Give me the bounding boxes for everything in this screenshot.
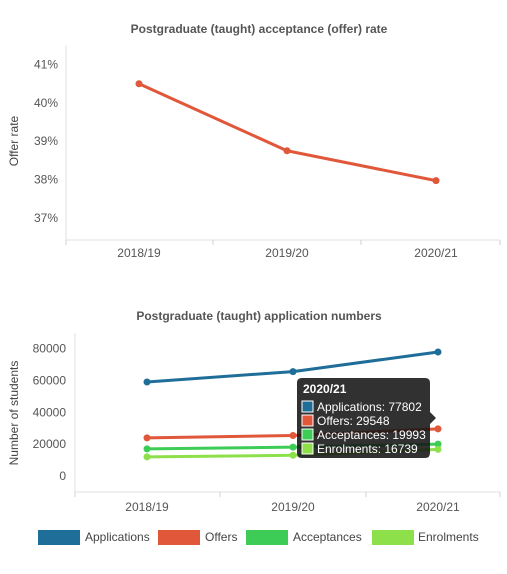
- legend-swatch[interactable]: [372, 530, 414, 545]
- rate-chart-ylabel: Offer rate: [7, 115, 21, 166]
- legend-label[interactable]: Applications: [85, 530, 150, 544]
- legend-label[interactable]: Acceptances: [293, 530, 362, 544]
- tooltip-swatch: [301, 400, 314, 413]
- data-point[interactable]: [434, 425, 442, 433]
- rate-chart: Postgraduate (taught) acceptance (offer)…: [7, 22, 501, 260]
- data-point[interactable]: [289, 432, 297, 440]
- applications-chart: Postgraduate (taught) application number…: [7, 309, 501, 545]
- tooltip-title: 2020/21: [303, 382, 347, 396]
- tooltip-line: Enrolments: 16739: [317, 442, 418, 456]
- x-tick-label: 2020/21: [414, 246, 458, 260]
- x-tick-label: 2018/19: [125, 500, 169, 514]
- y-tick-label: 60000: [33, 373, 67, 387]
- tooltip-swatch: [301, 428, 314, 441]
- y-tick-label: 41%: [34, 58, 58, 72]
- data-point[interactable]: [289, 443, 297, 451]
- x-tick-label: 2019/20: [271, 500, 315, 514]
- data-point[interactable]: [289, 368, 297, 376]
- x-tick-label: 2020/21: [416, 500, 460, 514]
- tooltip-line: Acceptances: 19993: [317, 428, 426, 442]
- x-tick-label: 2018/19: [117, 246, 161, 260]
- data-point[interactable]: [143, 453, 151, 461]
- applications-chart-ylabel: Number of students: [7, 361, 21, 466]
- data-point[interactable]: [143, 445, 151, 453]
- y-tick-label: 20000: [33, 437, 67, 451]
- y-tick-label: 0: [59, 469, 66, 483]
- y-tick-label: 37%: [34, 211, 58, 225]
- legend-swatch[interactable]: [246, 530, 288, 545]
- data-point[interactable]: [283, 147, 291, 155]
- data-point[interactable]: [434, 348, 442, 356]
- legend-label[interactable]: Enrolments: [418, 530, 479, 544]
- data-point[interactable]: [289, 451, 297, 459]
- tooltip-swatch: [301, 414, 314, 427]
- data-point[interactable]: [143, 378, 151, 386]
- legend-label[interactable]: Offers: [205, 530, 237, 544]
- legend-swatch[interactable]: [158, 530, 200, 545]
- data-point[interactable]: [432, 177, 440, 185]
- y-tick-label: 39%: [34, 134, 58, 148]
- data-point[interactable]: [135, 80, 143, 88]
- rate-chart-title: Postgraduate (taught) acceptance (offer)…: [131, 22, 388, 36]
- data-point[interactable]: [434, 445, 442, 453]
- legend: Applications Offers Acceptances Enrolments: [38, 530, 479, 545]
- y-tick-label: 80000: [33, 342, 67, 356]
- legend-swatch[interactable]: [38, 530, 80, 545]
- y-tick-label: 38%: [34, 173, 58, 187]
- y-tick-label: 40%: [34, 96, 58, 110]
- data-point[interactable]: [434, 440, 442, 448]
- applications-chart-title: Postgraduate (taught) application number…: [136, 309, 382, 323]
- y-tick-label: 40000: [33, 405, 67, 419]
- tooltip-box: [297, 378, 436, 458]
- series-line: [138, 82, 437, 183]
- x-tick-label: 2019/20: [265, 246, 309, 260]
- tooltip-swatch: [301, 442, 314, 455]
- tooltip-line: Applications: 77802: [317, 400, 422, 414]
- series-line: [146, 350, 439, 384]
- data-point[interactable]: [143, 434, 151, 442]
- tooltip-line: Offers: 29548: [317, 414, 390, 428]
